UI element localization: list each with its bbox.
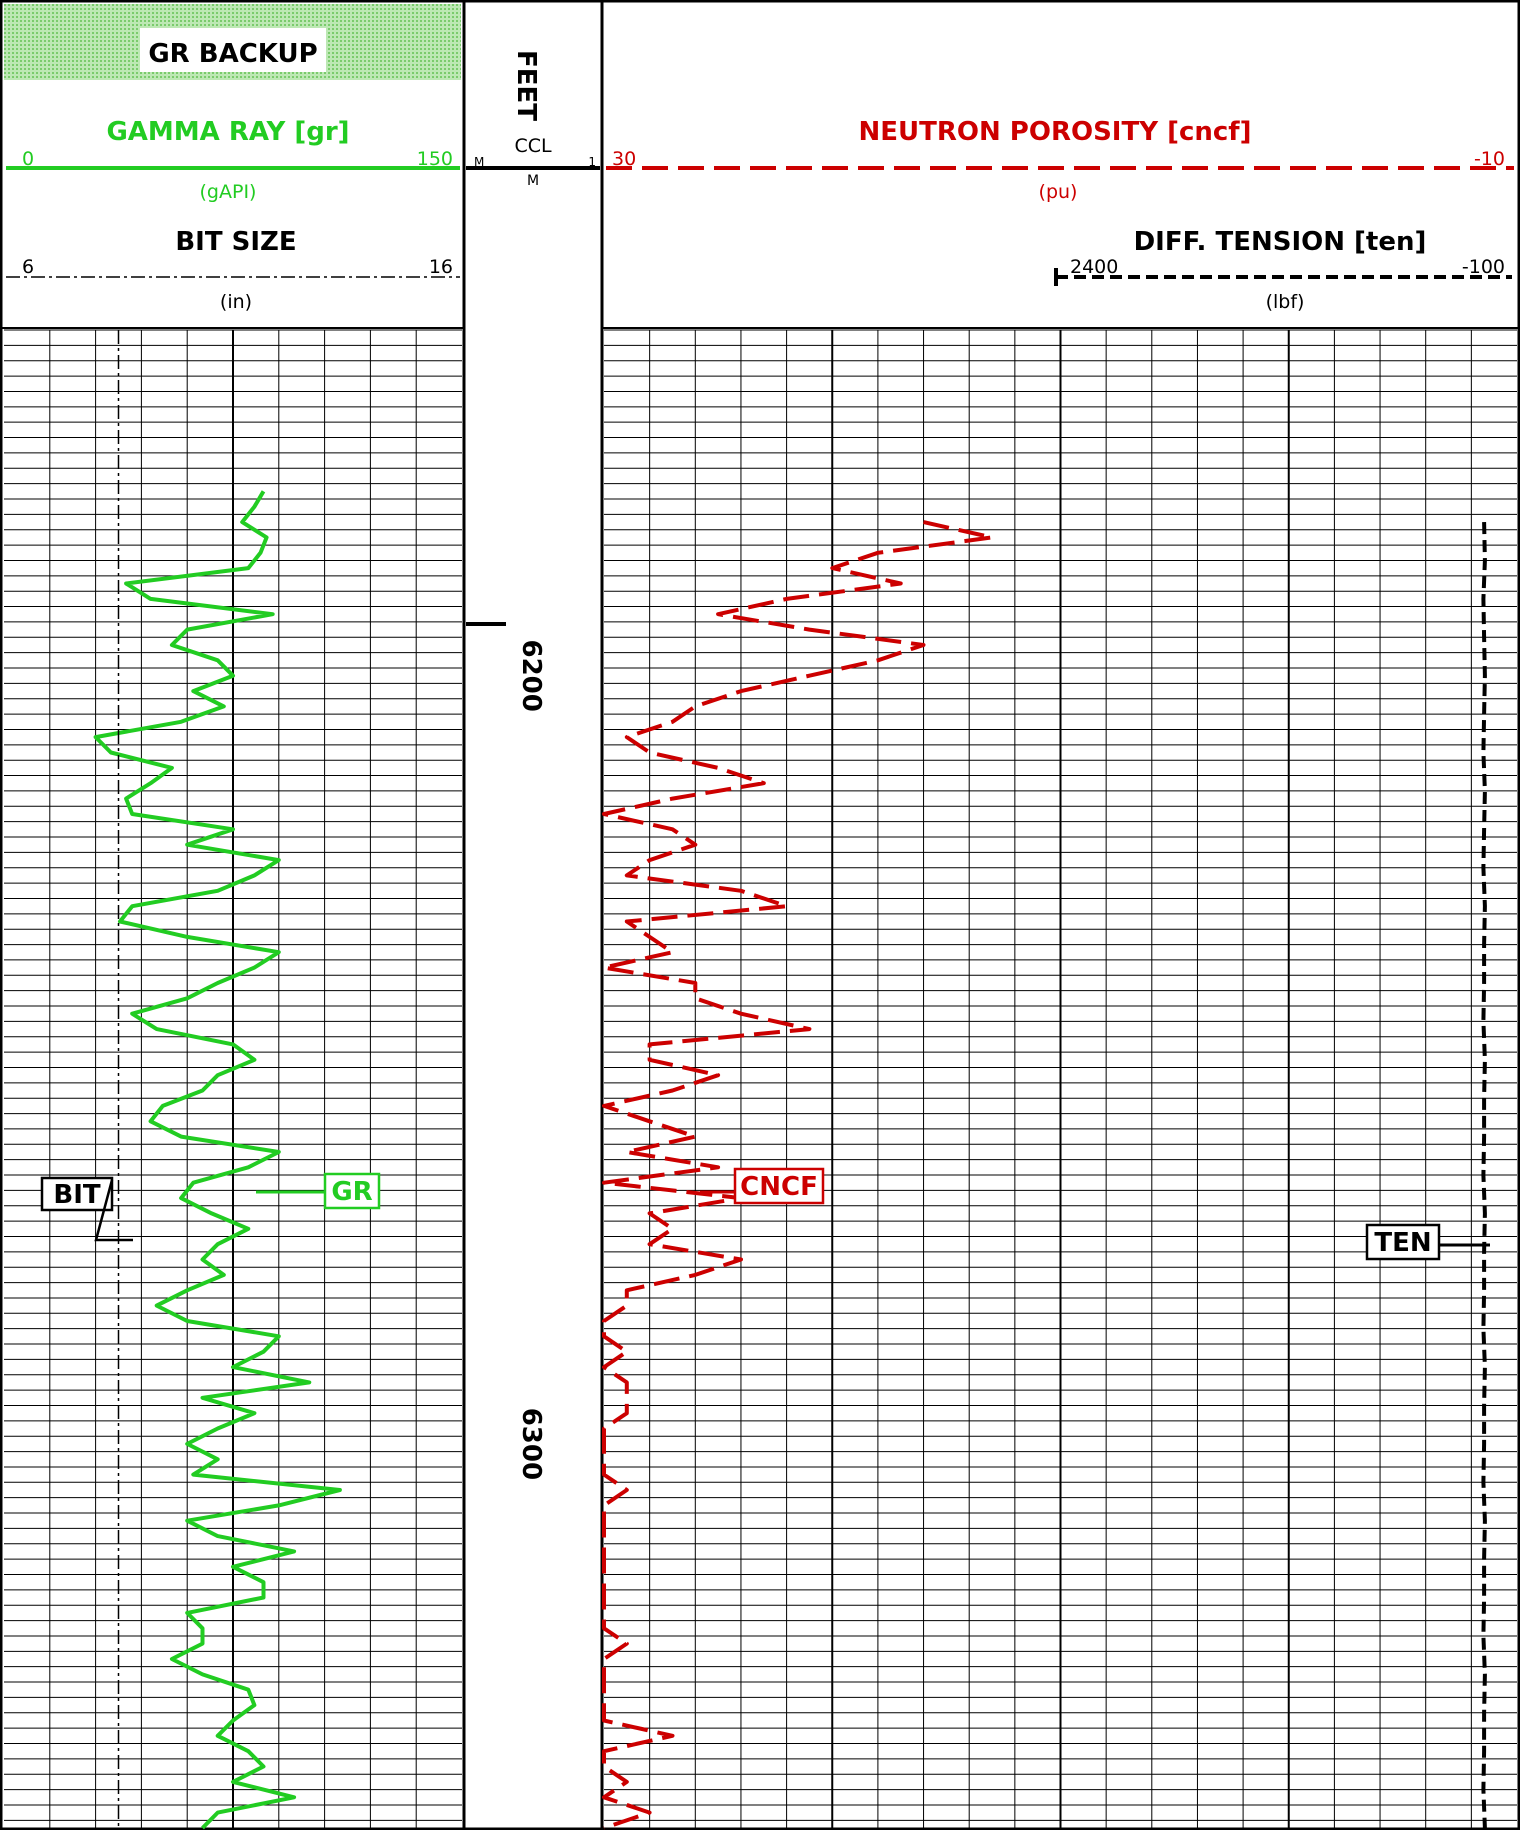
ten-label: TEN [1365, 1223, 1490, 1261]
gr-curve [93, 490, 342, 1830]
depth-track-title: FEET [511, 50, 541, 121]
ccl-scale-max: 1 [588, 155, 596, 169]
cncf-label: CNCF [700, 1167, 825, 1205]
tension-scale-min: 2400 [1070, 256, 1118, 278]
cncf-curve [602, 520, 994, 1830]
cncf-label-text: CNCF [740, 1172, 818, 1202]
bit-label-box [40, 1176, 114, 1212]
depth-label-6200: 6200 [516, 640, 546, 712]
neutron-porosity-scale-min: 30 [612, 148, 636, 170]
neutron-porosity-scale-max: -10 [1474, 148, 1505, 170]
track1-grid [4, 329, 462, 1828]
tension-unit: (lbf) [1266, 291, 1305, 313]
gamma-ray-scale-max: 150 [417, 148, 453, 170]
gr-label: GR [256, 1172, 381, 1210]
tension-title: DIFF. TENSION [ten] [1134, 227, 1427, 257]
gr-label-box [323, 1172, 381, 1210]
gr-label-text: GR [331, 1177, 372, 1207]
ccl-title: CCL [514, 135, 552, 157]
depth-label-6300: 6300 [516, 1408, 546, 1480]
bit-label-pointer [94, 1179, 133, 1242]
banner-title: GR BACKUP [148, 39, 317, 69]
neutron-porosity-title: NEUTRON POROSITY [cncf] [858, 117, 1251, 147]
gamma-ray-scale-min: 0 [22, 148, 34, 170]
gamma-ray-unit: (gAPI) [200, 181, 257, 203]
curve-layer [93, 330, 1487, 1830]
bit-label-text: BIT [53, 1180, 100, 1210]
gamma-ray-title: GAMMA RAY [gr] [106, 117, 349, 147]
cncf-label-box [733, 1167, 825, 1205]
bit-size-unit: (in) [220, 291, 252, 313]
bit-size-scale-max: 16 [429, 256, 453, 278]
track2-grid [604, 329, 1517, 1828]
depth-tick-labels: 6200 6300 [516, 640, 546, 1481]
ten-label-box [1365, 1223, 1441, 1261]
ten-curve [1481, 522, 1487, 1829]
bit-size-title: BIT SIZE [175, 227, 296, 257]
ccl-scale-min: M [474, 155, 484, 169]
neutron-porosity-unit: (pu) [1039, 181, 1078, 203]
ccl-unit: M [527, 173, 539, 189]
ten-label-text: TEN [1374, 1228, 1431, 1258]
tension-scale-max: -100 [1462, 256, 1505, 278]
bit-label: BIT [40, 1176, 133, 1242]
banner-box [140, 28, 326, 72]
bit-size-scale-min: 6 [22, 256, 34, 278]
